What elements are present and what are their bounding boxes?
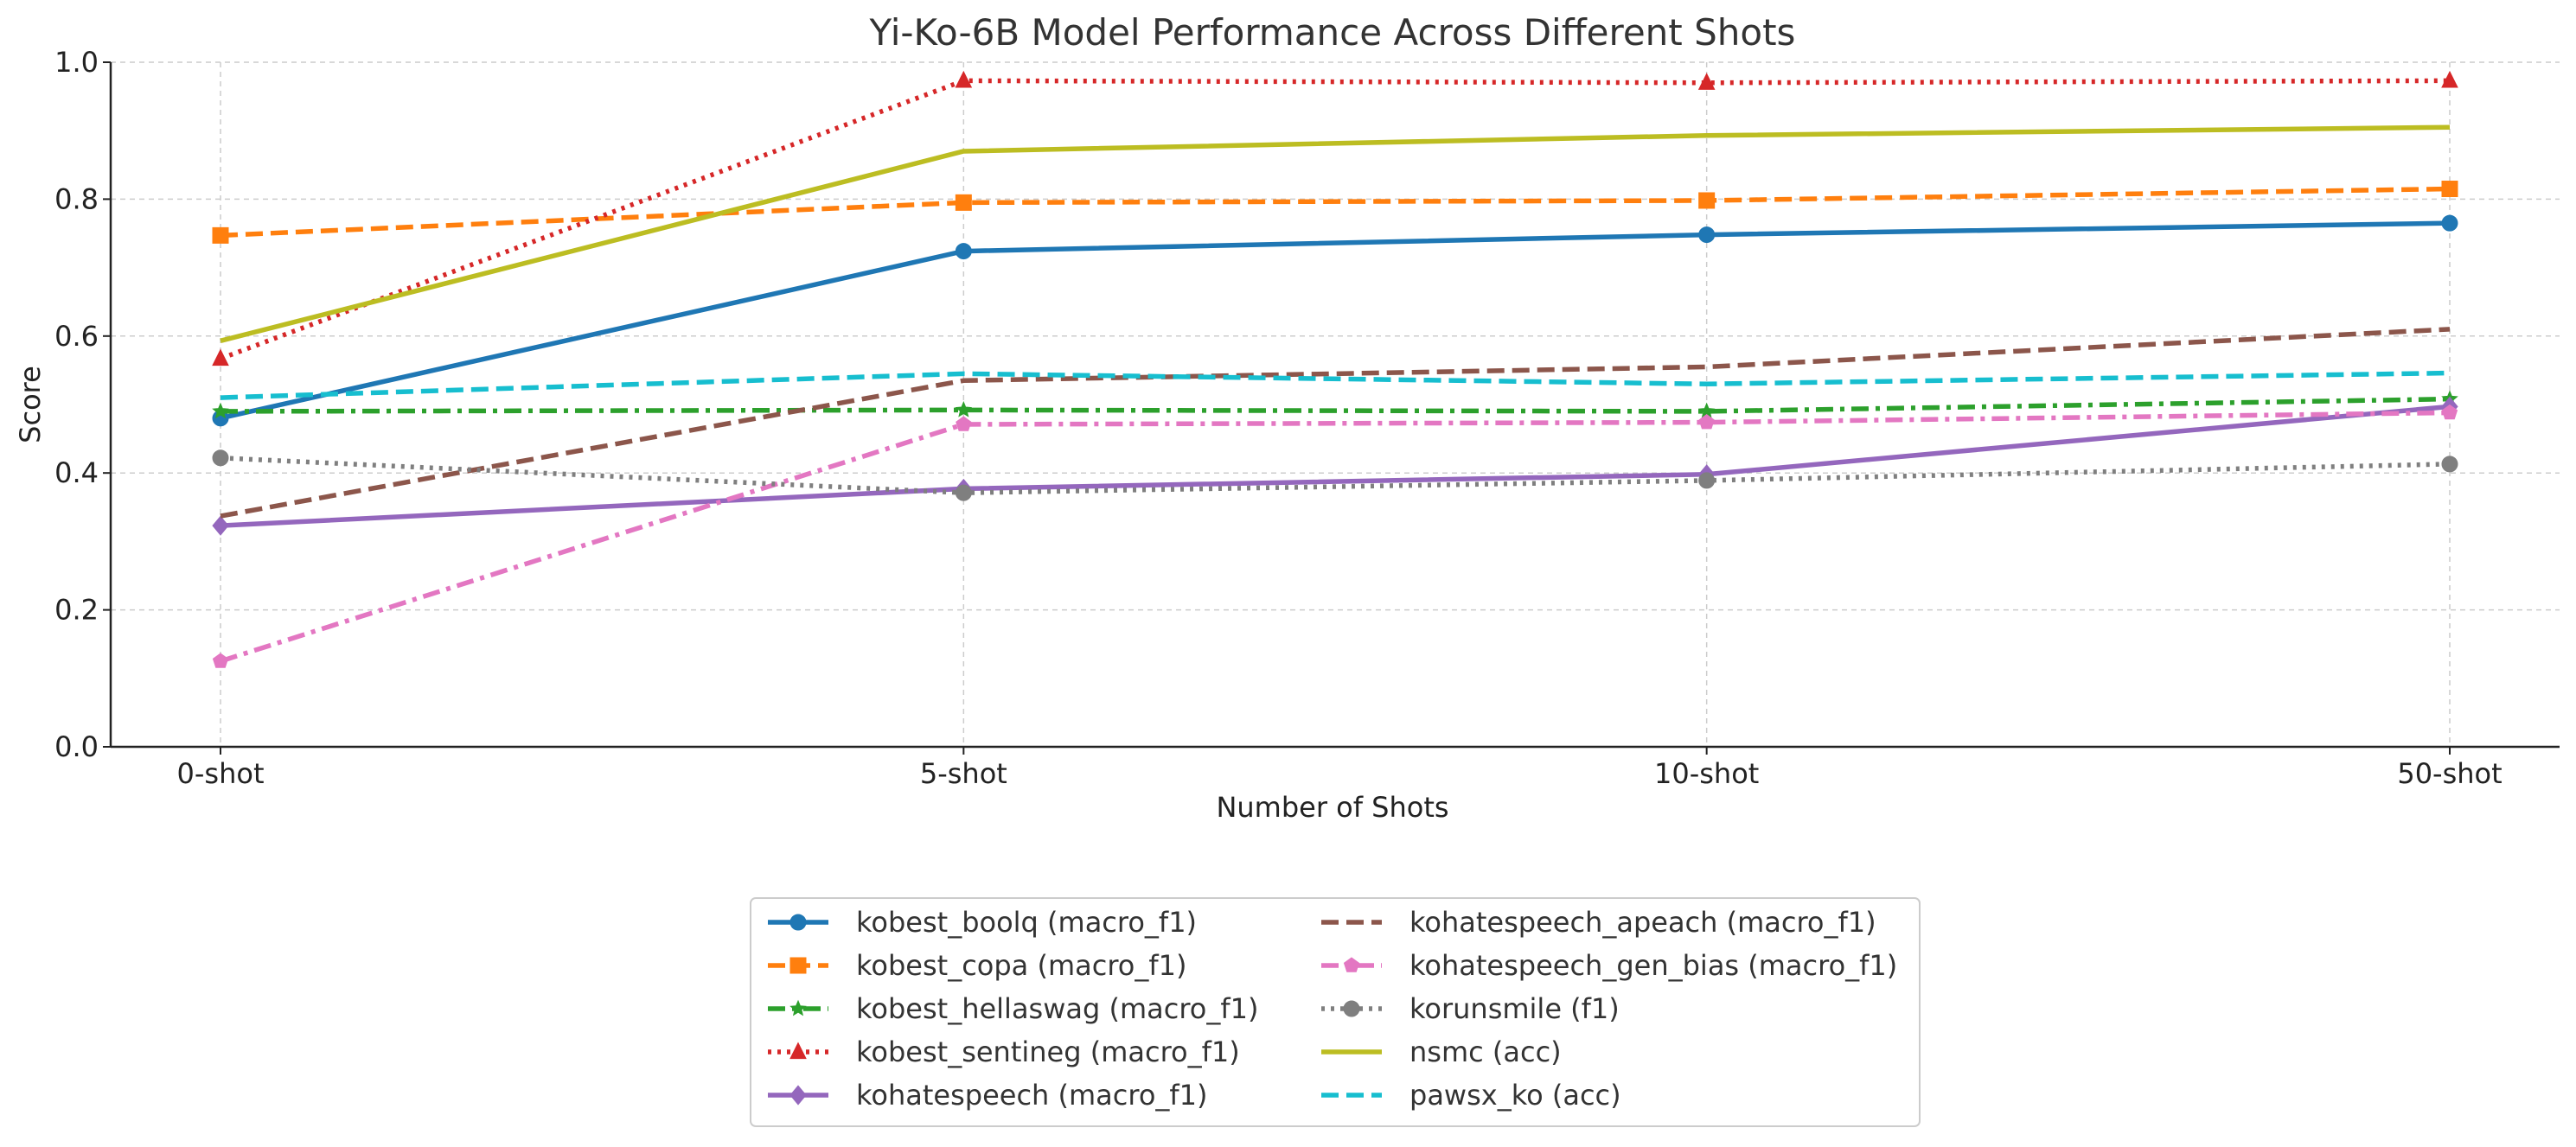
legend-label: kohatespeech (macro_f1) (856, 1079, 1208, 1112)
y-tick-label: 0.0 (54, 730, 99, 763)
data-point (1343, 957, 1360, 972)
series-path (220, 220, 2451, 421)
series-line (212, 396, 2458, 536)
y-tick-label: 0.4 (54, 456, 99, 489)
data-point (956, 416, 972, 431)
data-point (2441, 70, 2458, 88)
x-tick-label: 10-shot (1654, 757, 1759, 790)
series-path (220, 404, 2451, 528)
data-point (1698, 192, 1716, 209)
series-path (220, 327, 2451, 519)
data-point (2441, 404, 2458, 420)
y-tick-label: 0.6 (54, 320, 99, 353)
legend-box (750, 897, 1921, 1127)
data-point (789, 957, 807, 974)
legend-label: kobest_hellaswag (macro_f1) (856, 992, 1258, 1025)
series-path (220, 396, 2451, 414)
legend-label: kohatespeech_gen_bias (macro_f1) (1409, 949, 1897, 982)
series-path (220, 186, 2451, 239)
legend-item: kobest_hellaswag (macro_f1) (768, 992, 1258, 1025)
legend-item: korunsmile (f1) (1321, 992, 1620, 1025)
data-point (789, 999, 807, 1016)
data-point (955, 484, 972, 501)
chart-title: Yi-Ko-6B Model Performance Across Differ… (869, 11, 1796, 54)
series-line (212, 449, 2458, 501)
series-line (212, 404, 2458, 668)
x-tick-label: 0-shot (177, 757, 265, 790)
legend-label: korunsmile (f1) (1409, 992, 1620, 1025)
data-point (955, 243, 972, 260)
data-point (1698, 226, 1716, 244)
data-point (1343, 1000, 1360, 1017)
data-point (2441, 181, 2458, 198)
legend-item: nsmc (acc) (1321, 1035, 1562, 1068)
series-line (220, 370, 2451, 400)
axes (109, 62, 2560, 749)
tick-labels: 0.0 0.2 0.4 0.6 0.8 1.0 0-shot 5-shot 10-shot 50-… (54, 46, 2502, 790)
series-path (220, 410, 2451, 664)
series-path (220, 370, 2451, 400)
y-tick-label: 1.0 (54, 46, 99, 79)
legend-label: kobest_sentineg (macro_f1) (856, 1035, 1240, 1068)
series-line (212, 181, 2458, 244)
data-point (2441, 214, 2458, 232)
legend-item: kobest_boolq (macro_f1) (768, 906, 1197, 939)
legend-item: kohatespeech_apeach (macro_f1) (1321, 906, 1876, 939)
legend-label: pawsx_ko (acc) (1409, 1079, 1621, 1112)
legend-item: kohatespeech_gen_bias (macro_f1) (1321, 949, 1897, 982)
series-line (220, 327, 2451, 519)
legend-label: nsmc (acc) (1409, 1035, 1562, 1068)
data-point (212, 348, 229, 366)
series-line (220, 124, 2451, 344)
legend-item: kobest_copa (macro_f1) (768, 949, 1186, 982)
series-path (220, 456, 2451, 495)
data-point (955, 194, 972, 211)
legend-item: pawsx_ko (acc) (1321, 1079, 1621, 1112)
x-axis-label: Number of Shots (1216, 791, 1448, 824)
data-point (212, 653, 229, 668)
data-point (955, 401, 973, 417)
legend-item: kobest_sentineg (macro_f1) (768, 1035, 1240, 1068)
legend-label: kohatespeech_apeach (macro_f1) (1409, 906, 1876, 939)
data-point (1697, 73, 1716, 90)
series-line (212, 390, 2458, 419)
data-point (2441, 456, 2458, 473)
y-axis-label: Score (14, 366, 47, 443)
data-point (1698, 413, 1715, 430)
legend: kobest_boolq (macro_f1) kobest_copa (macr… (750, 897, 1921, 1127)
data-point (212, 449, 229, 467)
y-tick-label: 0.8 (54, 182, 99, 215)
series-line (212, 214, 2458, 427)
data-point (789, 1085, 807, 1106)
x-tick-label: 50-shot (2397, 757, 2502, 790)
data-point (1698, 472, 1716, 489)
series-lines (212, 70, 2458, 668)
grid-lines (111, 61, 2560, 748)
data-point (789, 914, 807, 931)
legend-label: kobest_boolq (macro_f1) (856, 906, 1197, 939)
data-point (212, 515, 229, 536)
data-point (212, 226, 229, 244)
legend-label: kobest_copa (macro_f1) (856, 949, 1186, 982)
data-point (789, 1042, 807, 1060)
series-path (220, 124, 2451, 344)
legend-item: kohatespeech (macro_f1) (768, 1079, 1208, 1112)
x-tick-label: 5-shot (920, 757, 1007, 790)
y-tick-label: 0.2 (54, 594, 99, 627)
data-point (955, 70, 973, 88)
series-line (212, 70, 2458, 366)
data-point (212, 402, 229, 419)
